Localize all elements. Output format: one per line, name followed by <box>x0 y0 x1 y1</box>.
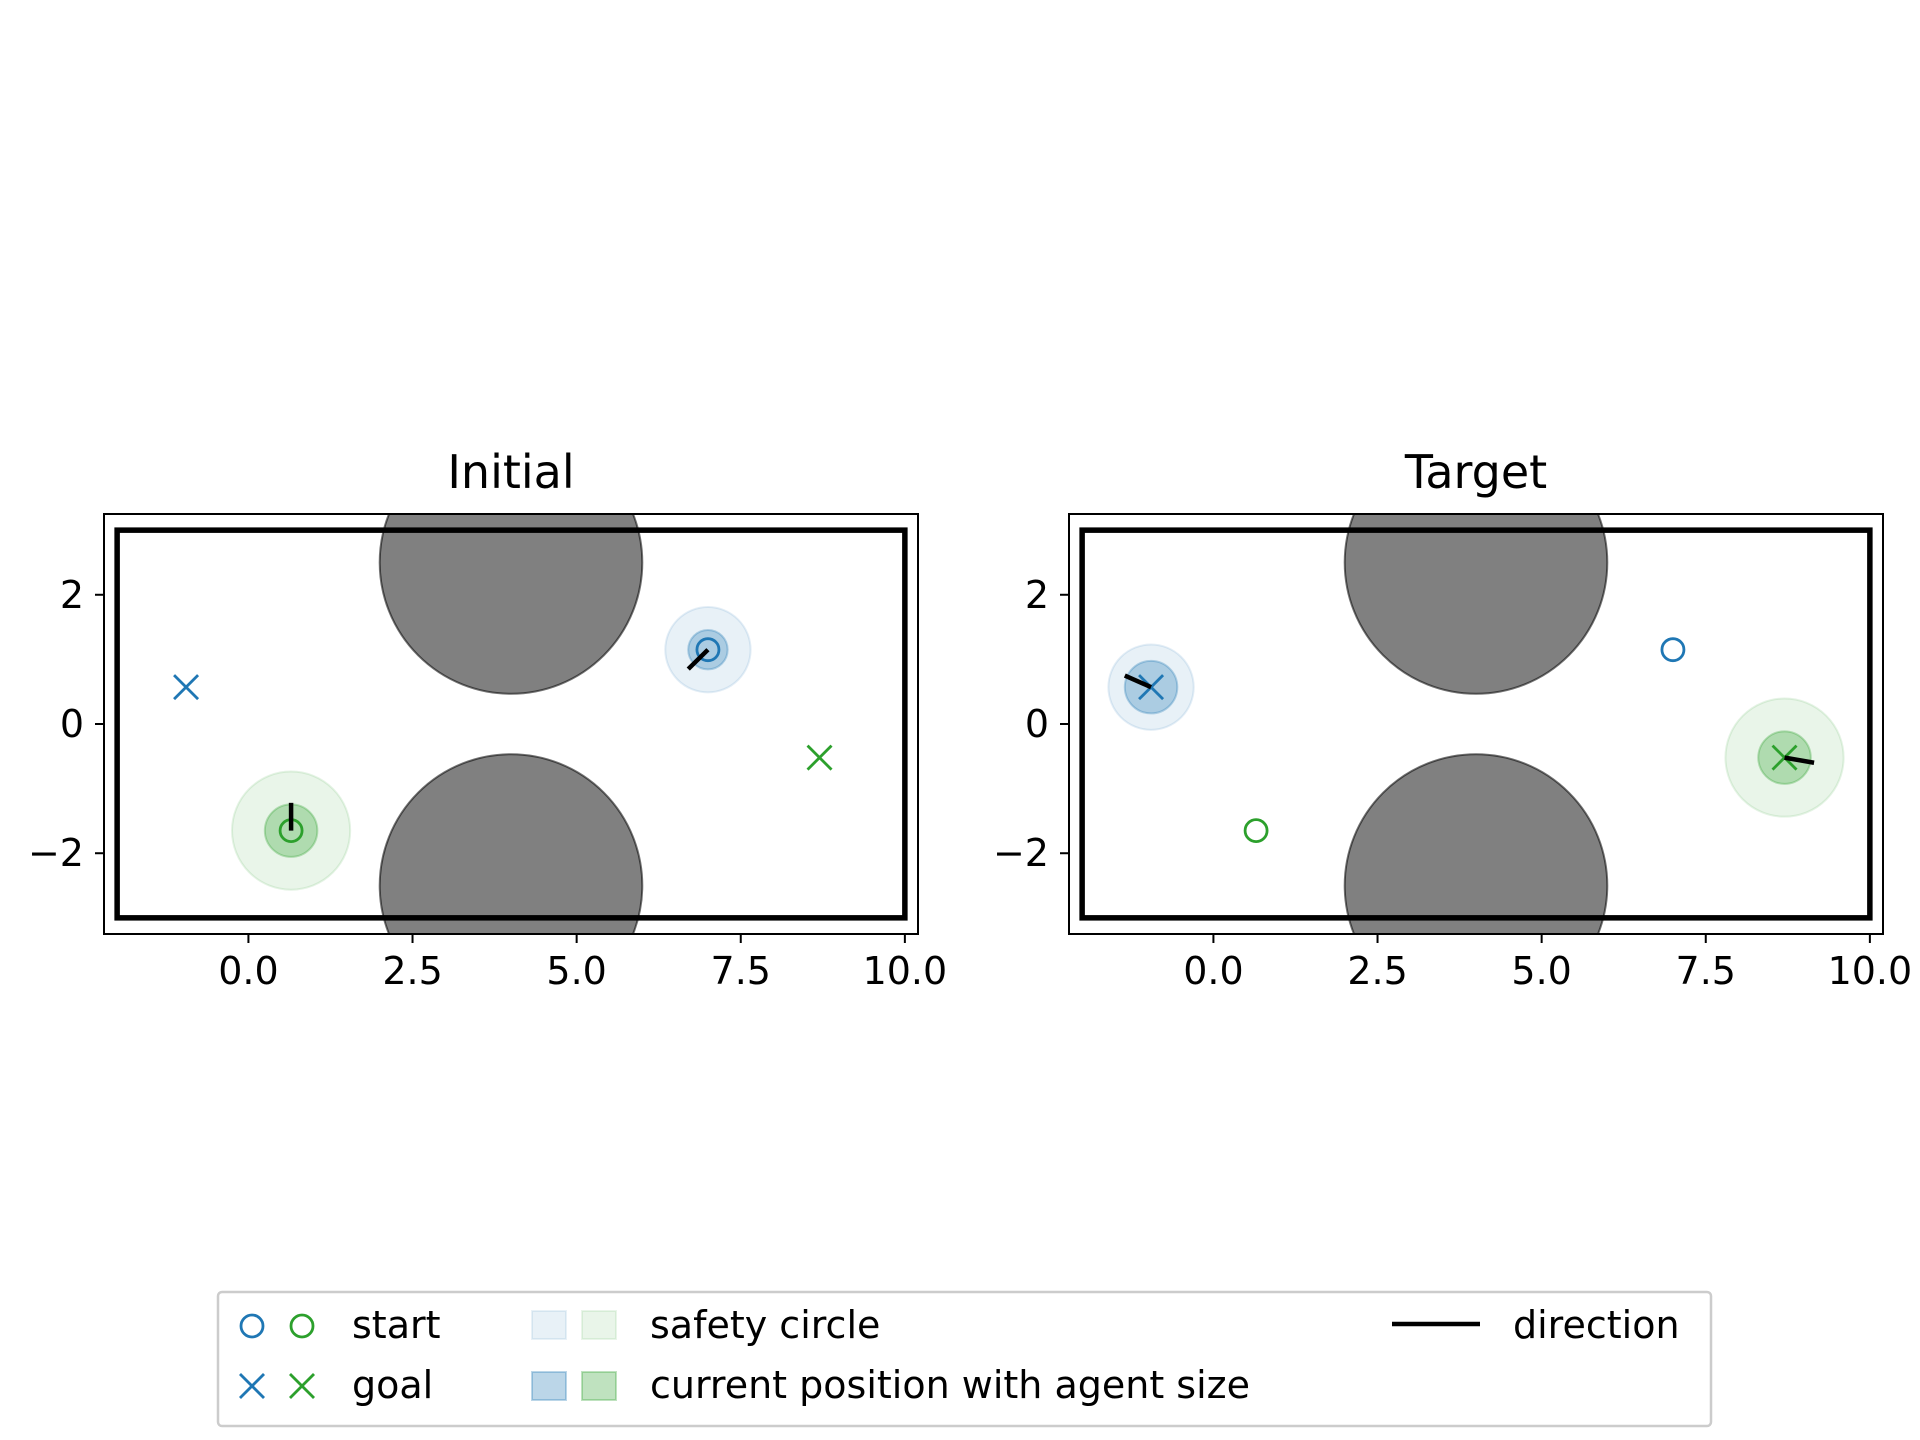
legend-start-marker-blue <box>239 1313 265 1339</box>
y-tick-label: −2 <box>28 831 84 875</box>
x-tick-label: 7.5 <box>711 949 771 993</box>
x-tick-label: 10.0 <box>1828 949 1913 993</box>
panel-initial: 0.0 2.5 5.0 7.5 10.0 −2 0 2 Initial <box>28 445 948 993</box>
x-tick-label: 0.0 <box>218 949 278 993</box>
legend-frame <box>216 1290 1713 1428</box>
legend-safety-patch-blue <box>531 1310 567 1340</box>
obstacle-1 <box>378 514 644 695</box>
legend: start goal safety circle current positio… <box>216 1290 1713 1428</box>
x-tick-label: 0.0 <box>1183 949 1243 993</box>
x-tick-label: 2.5 <box>1347 949 1407 993</box>
agent-1-start-marker <box>695 637 721 663</box>
plot-area <box>1079 514 1873 934</box>
agent-1-direction <box>1123 673 1152 690</box>
x-tick-label: 5.0 <box>1511 949 1571 993</box>
goal-stroke <box>806 744 833 771</box>
obstacle-2 <box>1343 753 1609 934</box>
obstacle-1 <box>1343 514 1609 695</box>
panel-title: Target <box>1404 445 1547 499</box>
agent-2-goal-marker <box>806 744 833 771</box>
x-tick-label: 2.5 <box>382 949 442 993</box>
agent-1-goal-marker <box>173 674 200 701</box>
legend-agent-patch-blue <box>531 1371 567 1401</box>
y-tick-label: 2 <box>1025 573 1049 617</box>
x-tick-label: 7.5 <box>1676 949 1736 993</box>
obstacle-2 <box>378 753 644 934</box>
legend-safety-patch-green <box>581 1310 617 1340</box>
legend-goal-marker-green <box>289 1373 315 1399</box>
legend-start-marker-green <box>289 1313 315 1339</box>
x-tick-label: 5.0 <box>546 949 606 993</box>
x-tick-label: 10.0 <box>863 949 948 993</box>
legend-start-label: start <box>352 1303 441 1347</box>
panel-title: Initial <box>447 445 574 499</box>
goal-stroke <box>173 674 200 701</box>
agent-2-direction <box>1784 755 1815 765</box>
y-tick-label: 0 <box>60 702 84 746</box>
agent-1-direction <box>686 648 710 671</box>
legend-goal-marker-blue <box>239 1373 265 1399</box>
agent-1-start-marker <box>1660 637 1686 663</box>
environment-boundary <box>1079 527 1873 921</box>
legend-direction-label: direction <box>1513 1303 1680 1347</box>
agent-2-start-marker <box>1243 818 1269 844</box>
legend-safety-label: safety circle <box>650 1303 880 1347</box>
legend-agent-label: current position with agent size <box>650 1363 1250 1407</box>
panel-target: 0.0 2.5 5.0 7.5 10.0 −2 0 2 Target <box>993 445 1913 993</box>
plot-area <box>114 514 908 934</box>
y-tick-label: 0 <box>1025 702 1049 746</box>
legend-goal-label: goal <box>352 1363 433 1407</box>
environment-boundary <box>114 527 908 921</box>
y-tick-label: 2 <box>60 573 84 617</box>
y-tick-label: −2 <box>993 831 1049 875</box>
legend-agent-patch-green <box>581 1371 617 1401</box>
